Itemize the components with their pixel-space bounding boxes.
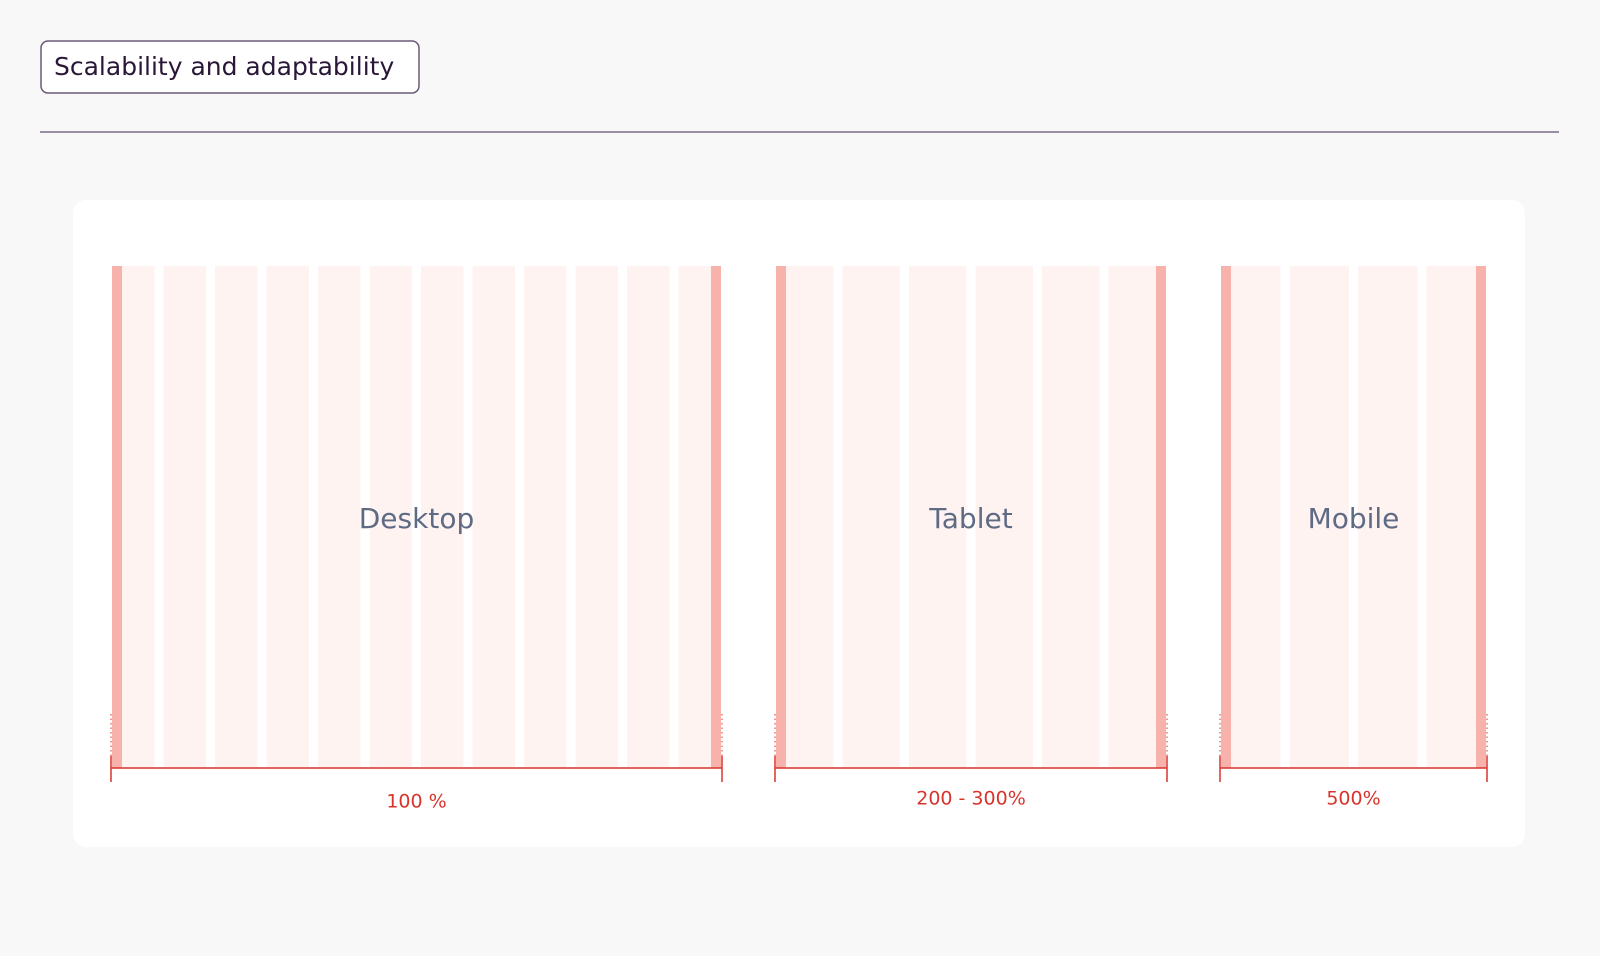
- panels: Desktop 100 % Tablet 200 - 300% Mobile 500%: [110, 266, 1488, 813]
- grid-column: [1042, 266, 1100, 768]
- grid-column: [472, 266, 515, 768]
- scale-label: 100 %: [386, 791, 446, 813]
- margin-bar: [1221, 266, 1231, 768]
- grid-column: [215, 266, 258, 768]
- margin-bar: [1156, 266, 1166, 768]
- grid-column: [524, 266, 567, 768]
- grid-column: [842, 266, 900, 768]
- margin-bar: [711, 266, 721, 768]
- panel-label: Desktop: [359, 502, 474, 535]
- grid-column: [421, 266, 464, 768]
- margin-bar: [1476, 266, 1486, 768]
- margin-bar: [776, 266, 786, 768]
- grid-column: [909, 266, 967, 768]
- scale-label: 200 - 300%: [916, 788, 1026, 810]
- grid-column: [163, 266, 206, 768]
- panel-label: Mobile: [1308, 502, 1400, 535]
- title-box: [40, 40, 420, 94]
- grid-column: [1358, 266, 1418, 768]
- grid-column: [975, 266, 1033, 768]
- grid-column: [266, 266, 309, 768]
- grid-column: [627, 266, 670, 768]
- grid-column: [318, 266, 361, 768]
- margin-bar: [112, 266, 122, 768]
- title: Scalability and adaptability: [54, 52, 394, 81]
- grid-column: [369, 266, 412, 768]
- scale-label: 500%: [1326, 788, 1380, 810]
- grid-column: [1289, 266, 1349, 768]
- panel-label: Tablet: [928, 502, 1012, 535]
- grid-column: [575, 266, 618, 768]
